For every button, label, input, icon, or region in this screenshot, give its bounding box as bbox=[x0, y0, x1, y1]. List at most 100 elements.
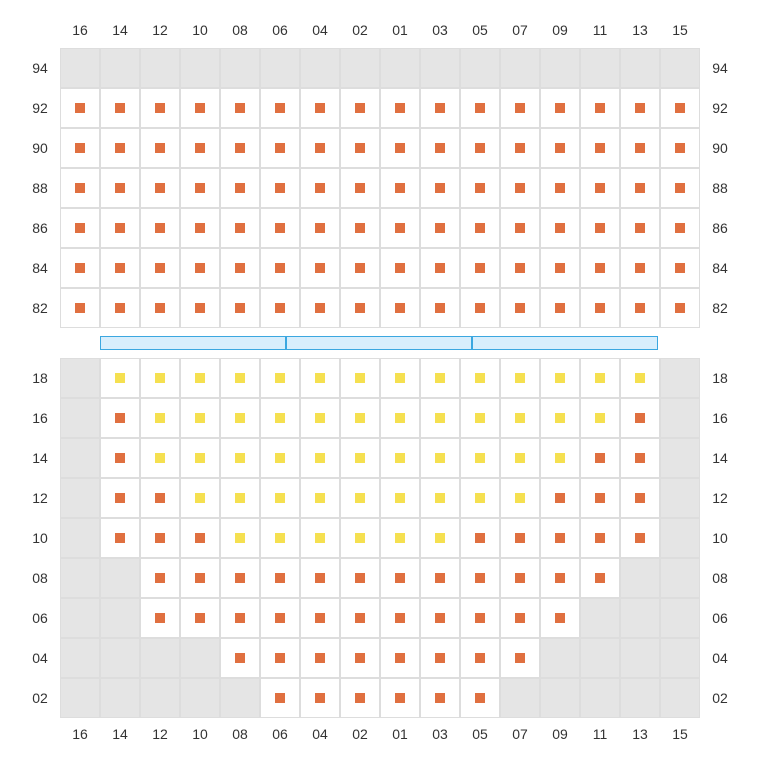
seat-cell[interactable] bbox=[220, 208, 260, 248]
seat-cell[interactable] bbox=[580, 168, 620, 208]
seat-cell[interactable] bbox=[260, 518, 300, 558]
seat-cell[interactable] bbox=[620, 208, 660, 248]
seat-cell[interactable] bbox=[180, 398, 220, 438]
seat-cell[interactable] bbox=[340, 638, 380, 678]
seat-cell[interactable] bbox=[500, 128, 540, 168]
seat-cell[interactable] bbox=[620, 88, 660, 128]
seat-cell[interactable] bbox=[100, 438, 140, 478]
seat-cell[interactable] bbox=[60, 168, 100, 208]
seat-cell[interactable] bbox=[100, 248, 140, 288]
seat-cell[interactable] bbox=[180, 128, 220, 168]
seat-cell[interactable] bbox=[500, 518, 540, 558]
seat-cell[interactable] bbox=[380, 288, 420, 328]
seat-cell[interactable] bbox=[660, 168, 700, 208]
seat-cell[interactable] bbox=[100, 128, 140, 168]
seat-cell[interactable] bbox=[260, 678, 300, 718]
seat-cell[interactable] bbox=[540, 88, 580, 128]
seat-cell[interactable] bbox=[220, 518, 260, 558]
seat-cell[interactable] bbox=[420, 88, 460, 128]
seat-cell[interactable] bbox=[260, 288, 300, 328]
seat-cell[interactable] bbox=[540, 478, 580, 518]
seat-cell[interactable] bbox=[180, 248, 220, 288]
seat-cell[interactable] bbox=[340, 208, 380, 248]
seat-cell[interactable] bbox=[500, 208, 540, 248]
seat-cell[interactable] bbox=[300, 518, 340, 558]
seat-cell[interactable] bbox=[500, 358, 540, 398]
seat-cell[interactable] bbox=[380, 168, 420, 208]
seat-cell[interactable] bbox=[460, 128, 500, 168]
seat-cell[interactable] bbox=[580, 398, 620, 438]
seat-cell[interactable] bbox=[260, 358, 300, 398]
seat-cell[interactable] bbox=[60, 128, 100, 168]
seat-cell[interactable] bbox=[220, 398, 260, 438]
seat-cell[interactable] bbox=[540, 358, 580, 398]
seat-cell[interactable] bbox=[620, 518, 660, 558]
seat-cell[interactable] bbox=[620, 168, 660, 208]
seat-cell[interactable] bbox=[380, 598, 420, 638]
seat-cell[interactable] bbox=[220, 478, 260, 518]
seat-cell[interactable] bbox=[380, 518, 420, 558]
seat-cell[interactable] bbox=[460, 438, 500, 478]
seat-cell[interactable] bbox=[220, 438, 260, 478]
seat-cell[interactable] bbox=[380, 438, 420, 478]
seat-cell[interactable] bbox=[260, 398, 300, 438]
seat-cell[interactable] bbox=[340, 358, 380, 398]
seat-cell[interactable] bbox=[340, 88, 380, 128]
seat-cell[interactable] bbox=[540, 598, 580, 638]
seat-cell[interactable] bbox=[140, 478, 180, 518]
seat-cell[interactable] bbox=[620, 358, 660, 398]
seat-cell[interactable] bbox=[460, 288, 500, 328]
seat-cell[interactable] bbox=[620, 398, 660, 438]
seat-cell[interactable] bbox=[220, 358, 260, 398]
seat-cell[interactable] bbox=[420, 358, 460, 398]
seat-cell[interactable] bbox=[380, 678, 420, 718]
seat-cell[interactable] bbox=[620, 248, 660, 288]
seat-cell[interactable] bbox=[260, 638, 300, 678]
seat-cell[interactable] bbox=[300, 638, 340, 678]
seat-cell[interactable] bbox=[540, 128, 580, 168]
seat-cell[interactable] bbox=[140, 88, 180, 128]
seat-cell[interactable] bbox=[260, 128, 300, 168]
seat-cell[interactable] bbox=[340, 438, 380, 478]
seat-cell[interactable] bbox=[380, 358, 420, 398]
seat-cell[interactable] bbox=[420, 518, 460, 558]
seat-cell[interactable] bbox=[580, 128, 620, 168]
seat-cell[interactable] bbox=[540, 398, 580, 438]
seat-cell[interactable] bbox=[460, 518, 500, 558]
seat-cell[interactable] bbox=[340, 168, 380, 208]
seat-cell[interactable] bbox=[540, 248, 580, 288]
seat-cell[interactable] bbox=[500, 248, 540, 288]
seat-cell[interactable] bbox=[340, 558, 380, 598]
seat-cell[interactable] bbox=[460, 678, 500, 718]
seat-cell[interactable] bbox=[340, 398, 380, 438]
seat-cell[interactable] bbox=[340, 478, 380, 518]
seat-cell[interactable] bbox=[140, 438, 180, 478]
seat-cell[interactable] bbox=[660, 288, 700, 328]
seat-cell[interactable] bbox=[420, 128, 460, 168]
seat-cell[interactable] bbox=[340, 598, 380, 638]
seat-cell[interactable] bbox=[380, 398, 420, 438]
seat-cell[interactable] bbox=[300, 438, 340, 478]
seat-cell[interactable] bbox=[580, 558, 620, 598]
seat-cell[interactable] bbox=[340, 678, 380, 718]
seat-cell[interactable] bbox=[460, 398, 500, 438]
seat-cell[interactable] bbox=[380, 88, 420, 128]
seat-cell[interactable] bbox=[180, 598, 220, 638]
seat-cell[interactable] bbox=[460, 168, 500, 208]
seat-cell[interactable] bbox=[500, 558, 540, 598]
seat-cell[interactable] bbox=[260, 168, 300, 208]
seat-cell[interactable] bbox=[60, 288, 100, 328]
seat-cell[interactable] bbox=[300, 88, 340, 128]
seat-cell[interactable] bbox=[260, 598, 300, 638]
seat-cell[interactable] bbox=[460, 88, 500, 128]
seat-cell[interactable] bbox=[220, 128, 260, 168]
seat-cell[interactable] bbox=[100, 358, 140, 398]
seat-cell[interactable] bbox=[140, 248, 180, 288]
seat-cell[interactable] bbox=[140, 208, 180, 248]
seat-cell[interactable] bbox=[540, 208, 580, 248]
seat-cell[interactable] bbox=[300, 598, 340, 638]
seat-cell[interactable] bbox=[180, 478, 220, 518]
seat-cell[interactable] bbox=[220, 88, 260, 128]
seat-cell[interactable] bbox=[420, 168, 460, 208]
seat-cell[interactable] bbox=[500, 438, 540, 478]
